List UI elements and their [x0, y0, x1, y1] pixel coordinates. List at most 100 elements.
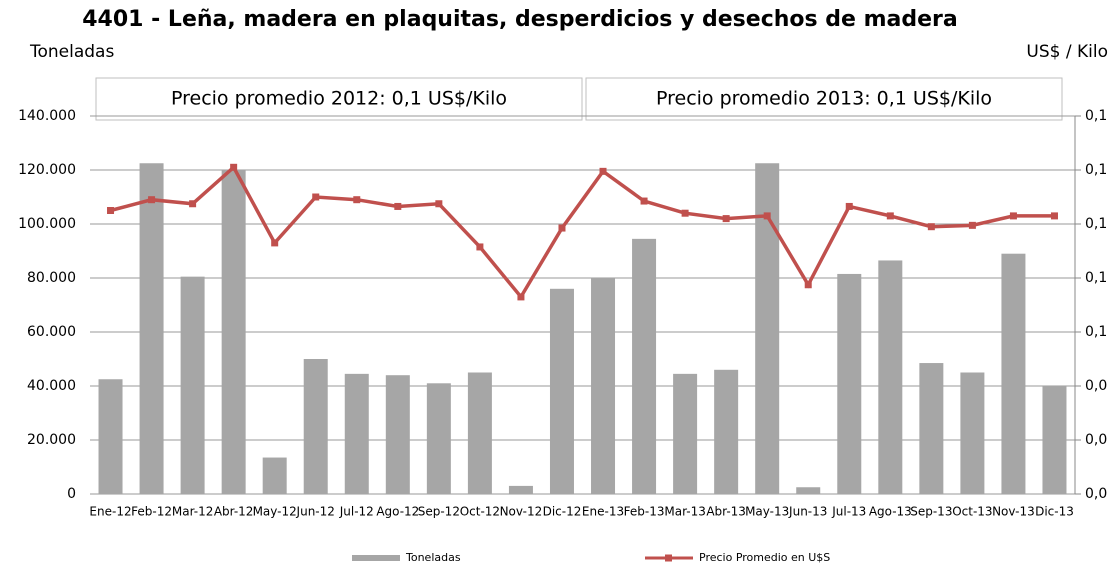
x-tick-label: Feb-12	[131, 505, 172, 519]
line-marker	[148, 196, 156, 204]
x-tick-label: Abr-13	[706, 505, 746, 519]
annotation-box	[95, 77, 583, 121]
x-tick-label: Jun-12	[296, 505, 335, 519]
line-marker	[599, 167, 607, 175]
bar	[549, 288, 574, 494]
line-marker	[476, 243, 484, 251]
x-tick-label: Jun-13	[788, 505, 827, 519]
x-tick-label: Nov-12	[500, 505, 543, 519]
x-tick-label: May-13	[745, 505, 789, 519]
legend-swatch	[352, 555, 400, 561]
annotation-box	[585, 77, 1063, 121]
annotation: Precio promedio 2013: 0,1 US$/Kilo	[656, 88, 992, 110]
line-marker	[189, 200, 197, 208]
line-marker	[681, 209, 689, 217]
line-marker	[517, 293, 525, 301]
y2-tick-label: 0,1	[1085, 108, 1107, 124]
y-tick-label: 80.000	[27, 270, 76, 286]
legend-label: Toneladas	[405, 551, 461, 564]
y2-tick-label: 0,1	[1085, 162, 1107, 178]
line-marker	[763, 212, 771, 220]
bar	[796, 487, 821, 494]
y2-tick-label: 0,1	[1085, 270, 1107, 286]
y2-tick-label: 0,1	[1085, 216, 1107, 232]
y-tick-label: 140.000	[18, 108, 76, 124]
line-marker	[722, 215, 730, 223]
y-tick-label: 120.000	[18, 162, 76, 178]
bar	[303, 359, 328, 494]
y2-tick-label: 0,0	[1085, 378, 1107, 394]
line-marker	[1009, 212, 1017, 220]
y2-axis-label: US$ / Kilo	[1026, 42, 1108, 62]
line-marker	[435, 200, 443, 208]
x-tick-label: Dic-13	[1035, 505, 1074, 519]
line-marker	[927, 223, 935, 231]
line-marker	[394, 202, 402, 210]
x-tick-label: Nov-13	[992, 505, 1035, 519]
x-tick-label: Oct-13	[952, 505, 992, 519]
line-marker	[886, 212, 894, 220]
legend-swatch	[665, 554, 672, 562]
bar	[1042, 386, 1067, 494]
line-marker	[804, 281, 812, 289]
y-axis-label: Toneladas	[29, 42, 114, 62]
bar	[919, 363, 944, 494]
line-marker	[353, 196, 361, 204]
x-tick-label: Ene-12	[89, 505, 131, 519]
bar	[591, 278, 616, 494]
bar	[714, 369, 739, 494]
x-tick-label: Sep-12	[418, 505, 460, 519]
x-tick-label: Feb-13	[624, 505, 665, 519]
x-tick-label: Mar-13	[664, 505, 705, 519]
annotation: Precio promedio 2012: 0,1 US$/Kilo	[171, 88, 507, 110]
y-tick-label: 100.000	[18, 216, 76, 232]
x-tick-label: Sep-13	[910, 505, 952, 519]
line-marker	[107, 207, 115, 214]
bar	[878, 260, 903, 494]
line-marker	[271, 239, 279, 247]
bar	[837, 273, 862, 494]
y2-tick-label: 0,0	[1085, 432, 1107, 448]
x-tick-label: Abr-12	[214, 505, 254, 519]
x-tick-label: Jul-13	[831, 505, 866, 519]
x-tick-label: Ago-13	[869, 505, 912, 519]
bar	[508, 485, 533, 494]
x-tick-label: Ene-13	[582, 505, 624, 519]
chart-title: 4401 - Leña, madera en plaquitas, desper…	[82, 7, 957, 32]
bar	[221, 170, 246, 494]
line-marker	[968, 221, 976, 229]
line-marker	[230, 163, 238, 171]
line-marker	[1050, 212, 1058, 220]
y-tick-label: 60.000	[27, 324, 76, 340]
y-tick-label: 0	[67, 486, 76, 502]
y2-tick-label: 0,1	[1085, 324, 1107, 340]
y-tick-label: 20.000	[27, 432, 76, 448]
y-tick-label: 40.000	[27, 378, 76, 394]
line-marker	[312, 193, 320, 201]
bar	[673, 373, 698, 494]
bar	[467, 372, 492, 494]
line-marker	[558, 224, 566, 232]
x-tick-label: May-12	[253, 505, 297, 519]
x-tick-label: Jul-12	[339, 505, 374, 519]
x-tick-label: Ago-12	[376, 505, 419, 519]
x-tick-label: Dic-12	[543, 505, 582, 519]
bar	[632, 238, 657, 494]
bar	[1001, 253, 1026, 494]
legend-label: Precio Promedio en U$S	[699, 551, 830, 564]
bar	[426, 383, 451, 494]
y2-tick-label: 0,0	[1085, 486, 1107, 502]
line-marker	[640, 197, 648, 205]
line-marker	[845, 202, 853, 210]
bar	[262, 457, 287, 494]
bar	[344, 373, 369, 494]
bar	[385, 375, 410, 494]
bar	[98, 379, 123, 494]
x-tick-label: Oct-12	[460, 505, 500, 519]
price-line	[110, 164, 1055, 300]
bar	[960, 372, 985, 494]
bar	[139, 163, 164, 494]
x-tick-label: Mar-12	[172, 505, 213, 519]
bar	[180, 276, 205, 494]
